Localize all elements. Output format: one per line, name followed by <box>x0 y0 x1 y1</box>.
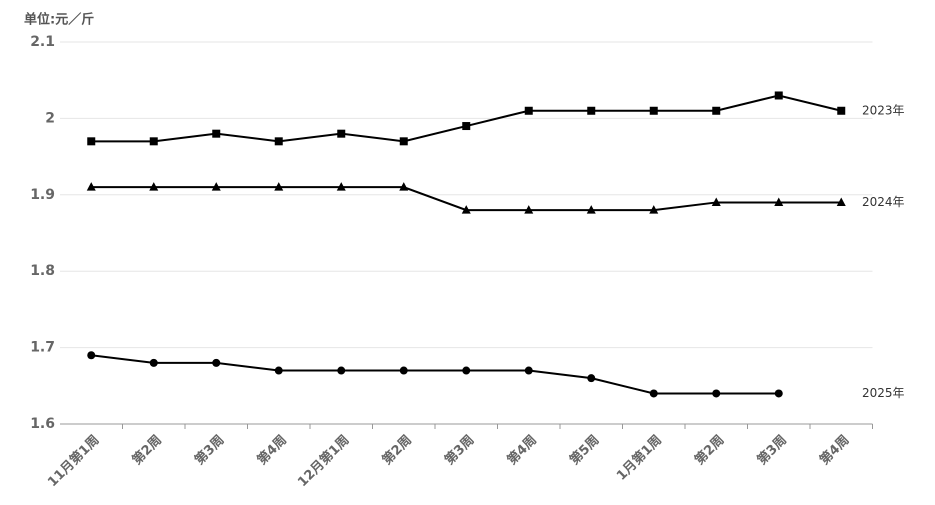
x-tick-label: 1月第1周 <box>613 432 665 484</box>
marker <box>461 205 471 214</box>
y-tick-label: 1.8 <box>30 263 55 279</box>
marker <box>212 129 221 138</box>
series-label: 2025年 <box>862 386 905 400</box>
marker <box>337 129 346 138</box>
marker <box>337 366 346 375</box>
marker <box>837 106 846 115</box>
marker <box>149 137 158 146</box>
marker <box>87 137 96 146</box>
marker <box>711 197 721 206</box>
marker <box>212 358 221 367</box>
x-tick-label: 第3周 <box>191 432 227 468</box>
marker <box>462 122 471 131</box>
marker <box>524 205 534 214</box>
x-tick-label: 第3周 <box>441 432 477 468</box>
x-tick-label: 第4周 <box>254 432 290 468</box>
series-label: 2024年 <box>862 195 905 209</box>
x-tick-label: 第2周 <box>691 432 727 468</box>
marker <box>399 366 408 375</box>
x-tick-label: 第5周 <box>566 432 602 468</box>
x-tick-label: 12月第1周 <box>294 432 352 490</box>
marker <box>274 137 283 146</box>
marker <box>774 197 784 206</box>
marker <box>524 366 533 375</box>
marker <box>649 389 658 398</box>
y-tick-label: 2.1 <box>30 34 55 50</box>
marker <box>399 137 408 146</box>
marker <box>649 205 659 214</box>
x-tick-label: 第4周 <box>816 432 852 468</box>
marker <box>712 106 721 115</box>
marker <box>399 182 409 191</box>
marker <box>462 366 471 375</box>
marker <box>587 106 596 115</box>
marker <box>336 182 346 191</box>
x-tick-label: 第3周 <box>754 432 790 468</box>
marker <box>149 182 159 191</box>
x-tick-label: 第2周 <box>379 432 415 468</box>
marker <box>274 366 283 375</box>
y-tick-label: 1.7 <box>30 340 55 356</box>
marker <box>149 358 158 367</box>
y-tick-label: 1.6 <box>30 416 55 432</box>
marker <box>274 182 284 191</box>
y-tick-label: 2 <box>45 110 55 126</box>
marker <box>587 374 596 383</box>
marker <box>524 106 533 115</box>
y-axis-label: 单位:元／斤 <box>24 12 94 28</box>
y-tick-label: 1.9 <box>30 187 55 203</box>
marker <box>586 205 596 214</box>
marker <box>774 389 783 398</box>
series-line <box>91 354 779 395</box>
marker <box>774 91 783 100</box>
marker <box>211 182 221 191</box>
x-tick-label: 第2周 <box>129 432 165 468</box>
marker <box>649 106 658 115</box>
marker <box>86 182 96 191</box>
x-tick-label: 11月第1周 <box>44 432 102 490</box>
marker <box>836 197 846 206</box>
marker <box>87 351 96 360</box>
marker <box>712 389 721 398</box>
x-tick-label: 第4周 <box>504 432 540 468</box>
series-label: 2023年 <box>862 103 905 117</box>
